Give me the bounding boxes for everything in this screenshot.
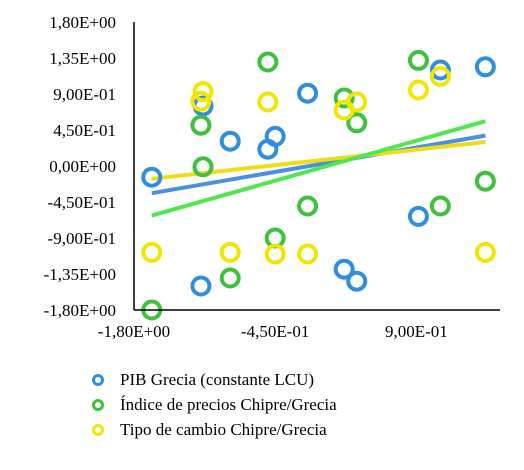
y-tick-label: 4,50E-01 [53, 121, 116, 140]
legend-item-pib: PIB Grecia (constante LCU) [92, 368, 512, 392]
data-point-1-7 [333, 87, 355, 109]
y-tick-label: -1,35E+00 [44, 265, 116, 284]
data-point-1-2 [192, 156, 214, 178]
data-point-1-1 [190, 114, 212, 136]
y-tick-label: 1,35E+00 [49, 49, 116, 68]
legend-label-pib: PIB Grecia (constante LCU) [120, 370, 315, 389]
data-point-2-8 [346, 91, 368, 113]
data-point-0-8 [346, 270, 368, 292]
data-point-0-7 [333, 258, 355, 280]
legend-label-indice-precios: Índice de precios Chipre/Grecia [120, 395, 337, 414]
data-point-2-4 [257, 91, 279, 113]
data-point-0-0 [141, 166, 163, 188]
y-tick-label: -4,50E-01 [48, 193, 116, 212]
data-point-2-0 [141, 241, 163, 263]
data-point-2-9 [407, 79, 429, 101]
data-point-0-5 [264, 125, 286, 147]
y-tick-label: 0,00E+00 [49, 157, 116, 176]
data-point-2-5 [264, 243, 286, 265]
data-point-1-11 [474, 170, 496, 192]
legend: PIB Grecia (constante LCU) Índice de pre… [92, 368, 512, 443]
data-point-1-3 [219, 267, 241, 289]
x-tick-labels: -1,80E+00 -4,50E-01 9,00E-01 [98, 322, 448, 341]
data-point-1-8 [346, 112, 368, 134]
y-tick-labels: 1,80E+00 1,35E+00 9,00E-01 4,50E-01 0,00E+00… [44, 13, 116, 320]
axes-layer [133, 22, 500, 311]
points-layer [141, 49, 496, 321]
data-point-1-10 [429, 195, 451, 217]
data-point-2-10 [429, 65, 451, 87]
data-point-2-2 [190, 90, 212, 112]
data-point-1-9 [407, 49, 429, 71]
x-tick-label: -4,50E-01 [241, 322, 309, 341]
legend-item-indice-precios: Índice de precios Chipre/Grecia [92, 393, 512, 417]
legend-marker-indice-precios [92, 399, 104, 411]
trendline-1 [151, 119, 486, 218]
data-point-0-6 [297, 82, 319, 104]
data-point-0-10 [429, 59, 451, 81]
data-point-2-11 [474, 241, 496, 263]
data-point-2-6 [297, 243, 319, 265]
data-point-2-1 [192, 81, 214, 103]
data-point-0-11 [474, 56, 496, 78]
x-tick-label: 9,00E-01 [385, 322, 448, 341]
data-point-1-6 [297, 195, 319, 217]
x-tick-label: -1,80E+00 [98, 322, 170, 341]
data-point-1-4 [257, 51, 279, 73]
legend-marker-pib [92, 374, 104, 386]
data-point-0-3 [219, 130, 241, 152]
scatter-chart: 1,80E+00 1,35E+00 9,00E-01 4,50E-01 0,00E+00… [44, 13, 500, 341]
legend-marker-tipo-cambio [92, 424, 104, 436]
y-tick-label: 9,00E-01 [53, 85, 116, 104]
trendline-0 [151, 133, 486, 196]
y-tick-label: 1,80E+00 [49, 13, 116, 32]
y-tick-label: -1,80E+00 [44, 301, 116, 320]
legend-item-tipo-cambio: Tipo de cambio Chipre/Grecia [92, 418, 512, 442]
y-tick-label: -9,00E-01 [48, 229, 116, 248]
data-point-2-3 [219, 241, 241, 263]
legend-label-tipo-cambio: Tipo de cambio Chipre/Grecia [120, 420, 327, 439]
data-point-0-2 [190, 275, 212, 297]
data-point-0-9 [407, 205, 429, 227]
